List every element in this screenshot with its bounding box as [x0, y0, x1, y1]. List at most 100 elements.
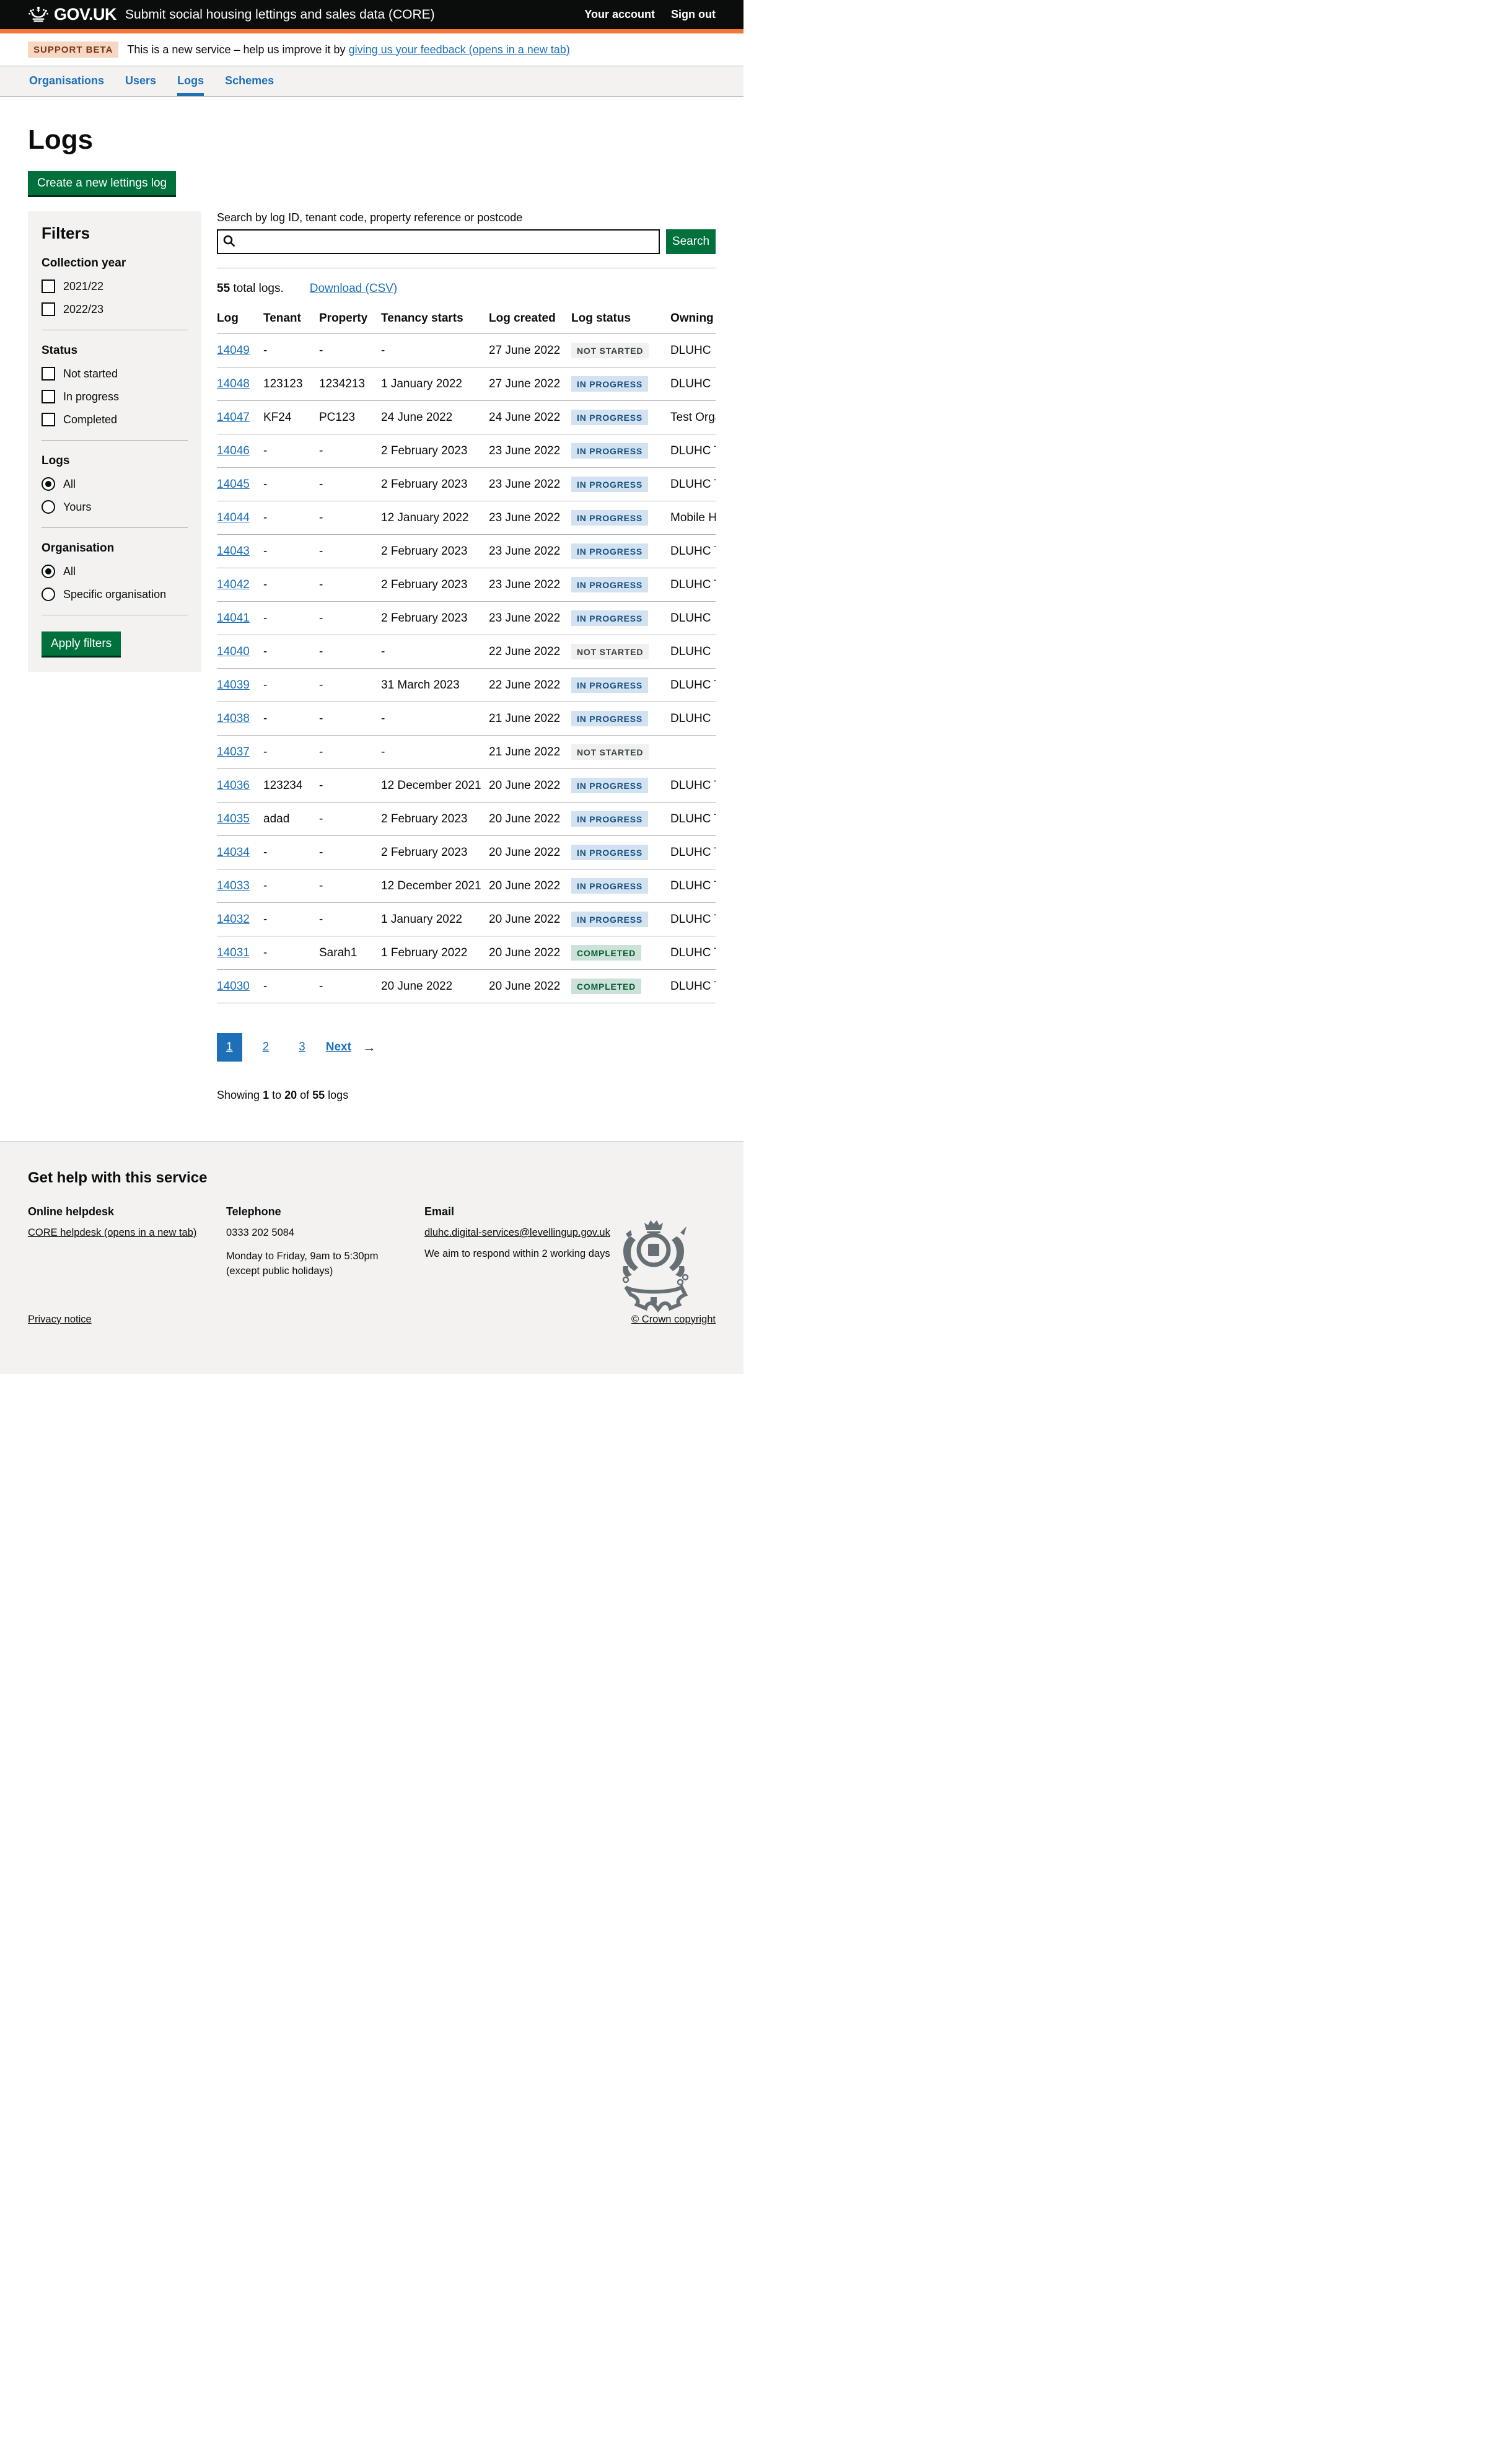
- status-badge: NOT STARTED: [571, 744, 649, 760]
- checkbox-box[interactable]: [42, 279, 55, 293]
- status-badge: IN PROGRESS: [571, 711, 649, 726]
- radio-circle[interactable]: [42, 477, 55, 491]
- crown-copyright-link[interactable]: © Crown copyright: [631, 1313, 716, 1325]
- log-id-cell: 14039: [217, 668, 263, 702]
- log-id-link[interactable]: 14048: [217, 377, 250, 390]
- nav-link-organisations[interactable]: Organisations: [29, 74, 105, 87]
- search-icon: [223, 235, 235, 247]
- owning-organisation-cell: Test Organ: [670, 400, 716, 434]
- radio-label: All: [63, 565, 76, 578]
- pagination-next-arrow-icon[interactable]: →: [362, 1039, 376, 1055]
- pagination-page-2[interactable]: 2: [262, 1041, 270, 1054]
- checkbox-completed[interactable]: Completed: [42, 413, 188, 426]
- owning-organisation-cell: DLUHC Tes: [670, 534, 716, 568]
- pagination-next-link[interactable]: Next: [325, 1041, 351, 1054]
- helpdesk-title: Online helpdesk: [28, 1205, 115, 1218]
- log-status-cell: NOT STARTED: [571, 333, 670, 367]
- govuk-logo[interactable]: GOV.UK: [28, 5, 117, 24]
- log-id-link[interactable]: 14046: [217, 444, 250, 457]
- sign-out-link[interactable]: Sign out: [671, 8, 716, 20]
- pagination-page-3[interactable]: 3: [299, 1041, 305, 1054]
- log-status-cell: IN PROGRESS: [571, 601, 670, 635]
- checkbox-box[interactable]: [42, 302, 55, 316]
- table-row: 14031- Sarah1 1 February 2022 20 June 2022 C…: [217, 936, 716, 970]
- checkbox-box[interactable]: [42, 367, 55, 381]
- create-lettings-log-button[interactable]: Create a new lettings log: [28, 171, 177, 195]
- log-created-cell: 21 June 2022: [489, 702, 571, 736]
- checkbox-box[interactable]: [42, 413, 55, 426]
- tenant-cell: 123123: [263, 367, 319, 401]
- log-id-link[interactable]: 14039: [217, 678, 250, 692]
- col-header-log: Log: [217, 312, 263, 334]
- log-id-link[interactable]: 14031: [217, 946, 250, 959]
- nav-link-schemes[interactable]: Schemes: [225, 74, 274, 87]
- log-id-link[interactable]: 14035: [217, 812, 250, 825]
- filter-divider: [42, 527, 188, 528]
- core-helpdesk-link[interactable]: CORE helpdesk (opens in a new tab): [28, 1227, 197, 1238]
- table-header-row: Log Tenant Property Tenancy starts Log c…: [217, 312, 716, 334]
- log-created-cell: 23 June 2022: [489, 501, 571, 535]
- log-id-link[interactable]: 14034: [217, 845, 250, 859]
- nav-link-users[interactable]: Users: [125, 74, 157, 87]
- checkbox-not-started[interactable]: Not started: [42, 367, 188, 381]
- log-id-cell: 14038: [217, 702, 263, 736]
- feedback-link[interactable]: giving us your feedback (opens in a new …: [348, 43, 570, 56]
- log-id-link[interactable]: 14036: [217, 778, 250, 792]
- radio-org-specific[interactable]: Specific organisation: [42, 587, 188, 601]
- log-id-cell: 14047: [217, 400, 263, 434]
- radio-org-all[interactable]: All: [42, 565, 188, 578]
- radio-circle[interactable]: [42, 565, 55, 578]
- tenancy-starts-cell: 2 February 2023: [381, 601, 489, 635]
- log-id-link[interactable]: 14032: [217, 912, 250, 926]
- apply-filters-button[interactable]: Apply filters: [42, 631, 121, 656]
- log-id-link[interactable]: 14047: [217, 410, 250, 424]
- log-id-link[interactable]: 14045: [217, 477, 250, 491]
- log-id-link[interactable]: 14038: [217, 711, 250, 725]
- status-badge: IN PROGRESS: [571, 610, 649, 626]
- download-csv-link[interactable]: Download (CSV): [309, 282, 398, 295]
- nav-link-logs[interactable]: Logs: [177, 74, 204, 96]
- results-section: Search by log ID, tenant code, property …: [217, 211, 716, 1102]
- email-link[interactable]: dluhc.digital-services@levellingup.gov.u…: [424, 1227, 610, 1238]
- search-input[interactable]: [217, 229, 660, 254]
- property-cell: Sarah1: [319, 936, 381, 970]
- radio-logs-all[interactable]: All: [42, 477, 188, 491]
- log-id-link[interactable]: 14033: [217, 879, 250, 892]
- property-cell: -: [319, 735, 381, 769]
- log-status-cell: NOT STARTED: [571, 635, 670, 669]
- status-badge: IN PROGRESS: [571, 410, 649, 425]
- log-id-link[interactable]: 14042: [217, 578, 250, 591]
- table-row: 14030- -20 June 2022 20 June 2022 COMPLETED…: [217, 969, 716, 1003]
- radio-circle[interactable]: [42, 500, 55, 514]
- tenant-cell: -: [263, 936, 319, 970]
- property-cell: -: [319, 568, 381, 602]
- status-badge: IN PROGRESS: [571, 376, 649, 392]
- log-id-link[interactable]: 14049: [217, 343, 250, 357]
- tenant-cell: adad: [263, 802, 319, 836]
- checkbox-2022-23[interactable]: 2022/23: [42, 302, 188, 316]
- table-row: 14042- -2 February 2023 23 June 2022 IN PRO…: [217, 568, 716, 602]
- checkbox-2021-22[interactable]: 2021/22: [42, 279, 188, 293]
- total-logs-text: 55 total logs.: [217, 282, 284, 296]
- log-id-link[interactable]: 14040: [217, 645, 250, 658]
- radio-circle[interactable]: [42, 587, 55, 601]
- your-account-link[interactable]: Your account: [584, 8, 656, 20]
- log-id-link[interactable]: 14043: [217, 544, 250, 558]
- log-id-link[interactable]: 14041: [217, 611, 250, 625]
- log-id-cell: 14049: [217, 333, 263, 367]
- radio-logs-yours[interactable]: Yours: [42, 500, 188, 514]
- pagination-page-1[interactable]: 1: [217, 1033, 242, 1062]
- checkbox-box[interactable]: [42, 390, 55, 403]
- log-id-link[interactable]: 14037: [217, 745, 250, 759]
- log-id-link[interactable]: 14030: [217, 979, 250, 993]
- checkbox-in-progress[interactable]: In progress: [42, 390, 188, 403]
- telephone-number: 0333 202 5084: [226, 1227, 295, 1238]
- property-cell: -: [319, 969, 381, 1003]
- privacy-notice-link[interactable]: Privacy notice: [28, 1313, 92, 1325]
- owning-organisation-cell: DLUHC: [670, 601, 716, 635]
- search-button[interactable]: Search: [666, 229, 716, 254]
- log-id-cell: 14031: [217, 936, 263, 970]
- log-id-link[interactable]: 14044: [217, 511, 250, 524]
- showing-of: 55: [312, 1089, 325, 1101]
- service-name[interactable]: Submit social housing lettings and sales…: [125, 7, 435, 22]
